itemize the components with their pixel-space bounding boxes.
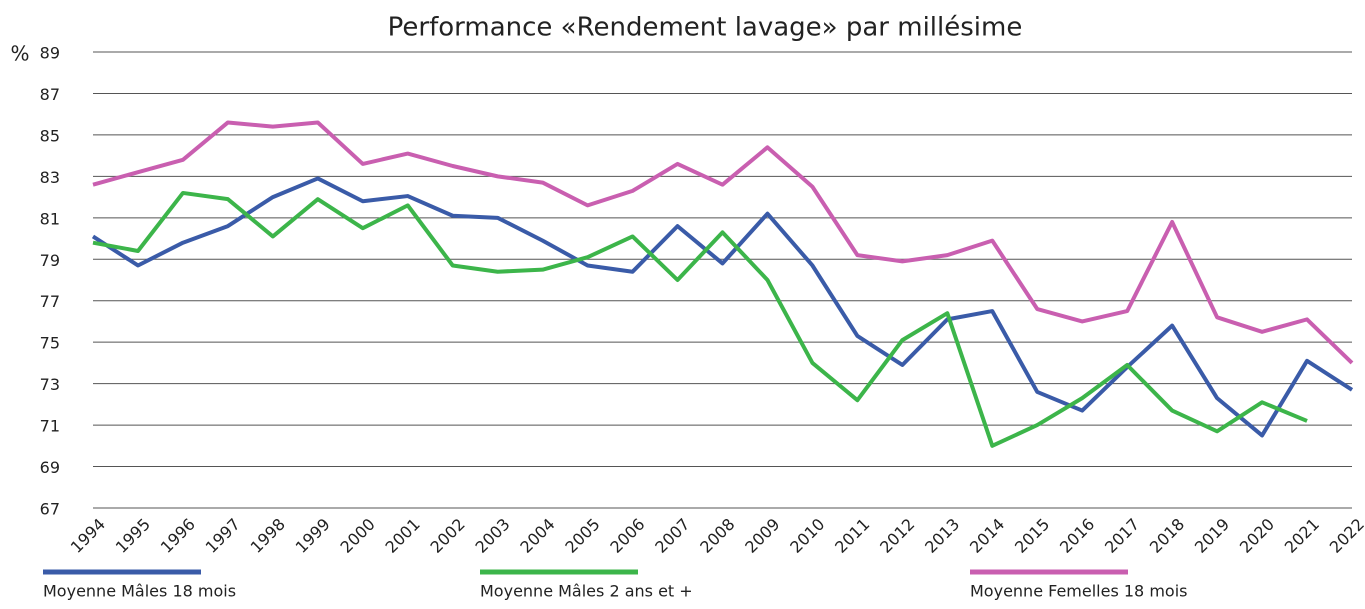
x-tick-label: 2010	[786, 515, 828, 557]
chart-title: Performance «Rendement lavage» par millé…	[388, 13, 1023, 43]
x-tick-label: 2006	[606, 515, 648, 557]
x-tick-label: 1996	[157, 515, 199, 557]
x-tick-label: 2000	[337, 515, 379, 557]
legend-label: Moyenne Mâles 2 ans et +	[480, 582, 693, 601]
x-tick-label: 2008	[696, 515, 738, 557]
x-tick-label: 1997	[202, 515, 244, 557]
x-tick-label: 2004	[516, 515, 558, 557]
x-tick-label: 2017	[1101, 515, 1143, 557]
y-tick-label: 81	[40, 209, 60, 228]
y-tick-label: 77	[40, 292, 60, 311]
y-tick-label: 79	[40, 251, 60, 270]
legend-label: Moyenne Femelles 18 mois	[970, 582, 1187, 601]
x-tick-label: 2015	[1011, 515, 1053, 557]
x-tick-label: 2002	[426, 515, 468, 557]
series-line	[91, 176, 1354, 438]
legend-label: Moyenne Mâles 18 mois	[43, 582, 236, 601]
y-tick-label: 87	[40, 85, 60, 104]
x-tick-label: 2009	[741, 515, 783, 557]
x-tick-label: 2021	[1281, 515, 1323, 557]
x-tick-label: 1994	[67, 515, 109, 557]
y-tick-label: 85	[40, 126, 60, 145]
x-tick-label: 1998	[247, 515, 289, 557]
x-tick-label: 1995	[112, 515, 154, 557]
x-tick-label: 2005	[561, 515, 603, 557]
y-axis-label: %	[10, 42, 29, 66]
y-tick-label: 75	[40, 334, 60, 353]
x-tick-label: 2016	[1056, 515, 1098, 557]
x-tick-label: 2019	[1191, 515, 1233, 557]
y-tick-label: 67	[40, 500, 60, 519]
y-tick-label: 71	[40, 417, 60, 436]
series-line	[92, 190, 1308, 448]
x-tick-label: 2022	[1326, 515, 1365, 557]
y-tick-label: 73	[40, 375, 60, 394]
x-tick-label: 2007	[651, 515, 693, 557]
x-tick-label: 2011	[831, 515, 873, 557]
x-tick-label: 2003	[471, 515, 513, 557]
y-tick-label: 69	[40, 458, 60, 477]
x-tick-label: 2013	[921, 515, 963, 557]
x-tick-label: 2012	[876, 515, 918, 557]
x-tick-label: 2020	[1236, 515, 1278, 557]
y-tick-label: 89	[40, 44, 60, 63]
x-tick-label: 1999	[292, 515, 334, 557]
x-tick-label: 2001	[382, 515, 424, 557]
x-tick-label: 2014	[966, 515, 1008, 557]
series-line	[92, 120, 1354, 365]
y-tick-label: 83	[40, 168, 60, 187]
x-tick-label: 2018	[1146, 515, 1188, 557]
